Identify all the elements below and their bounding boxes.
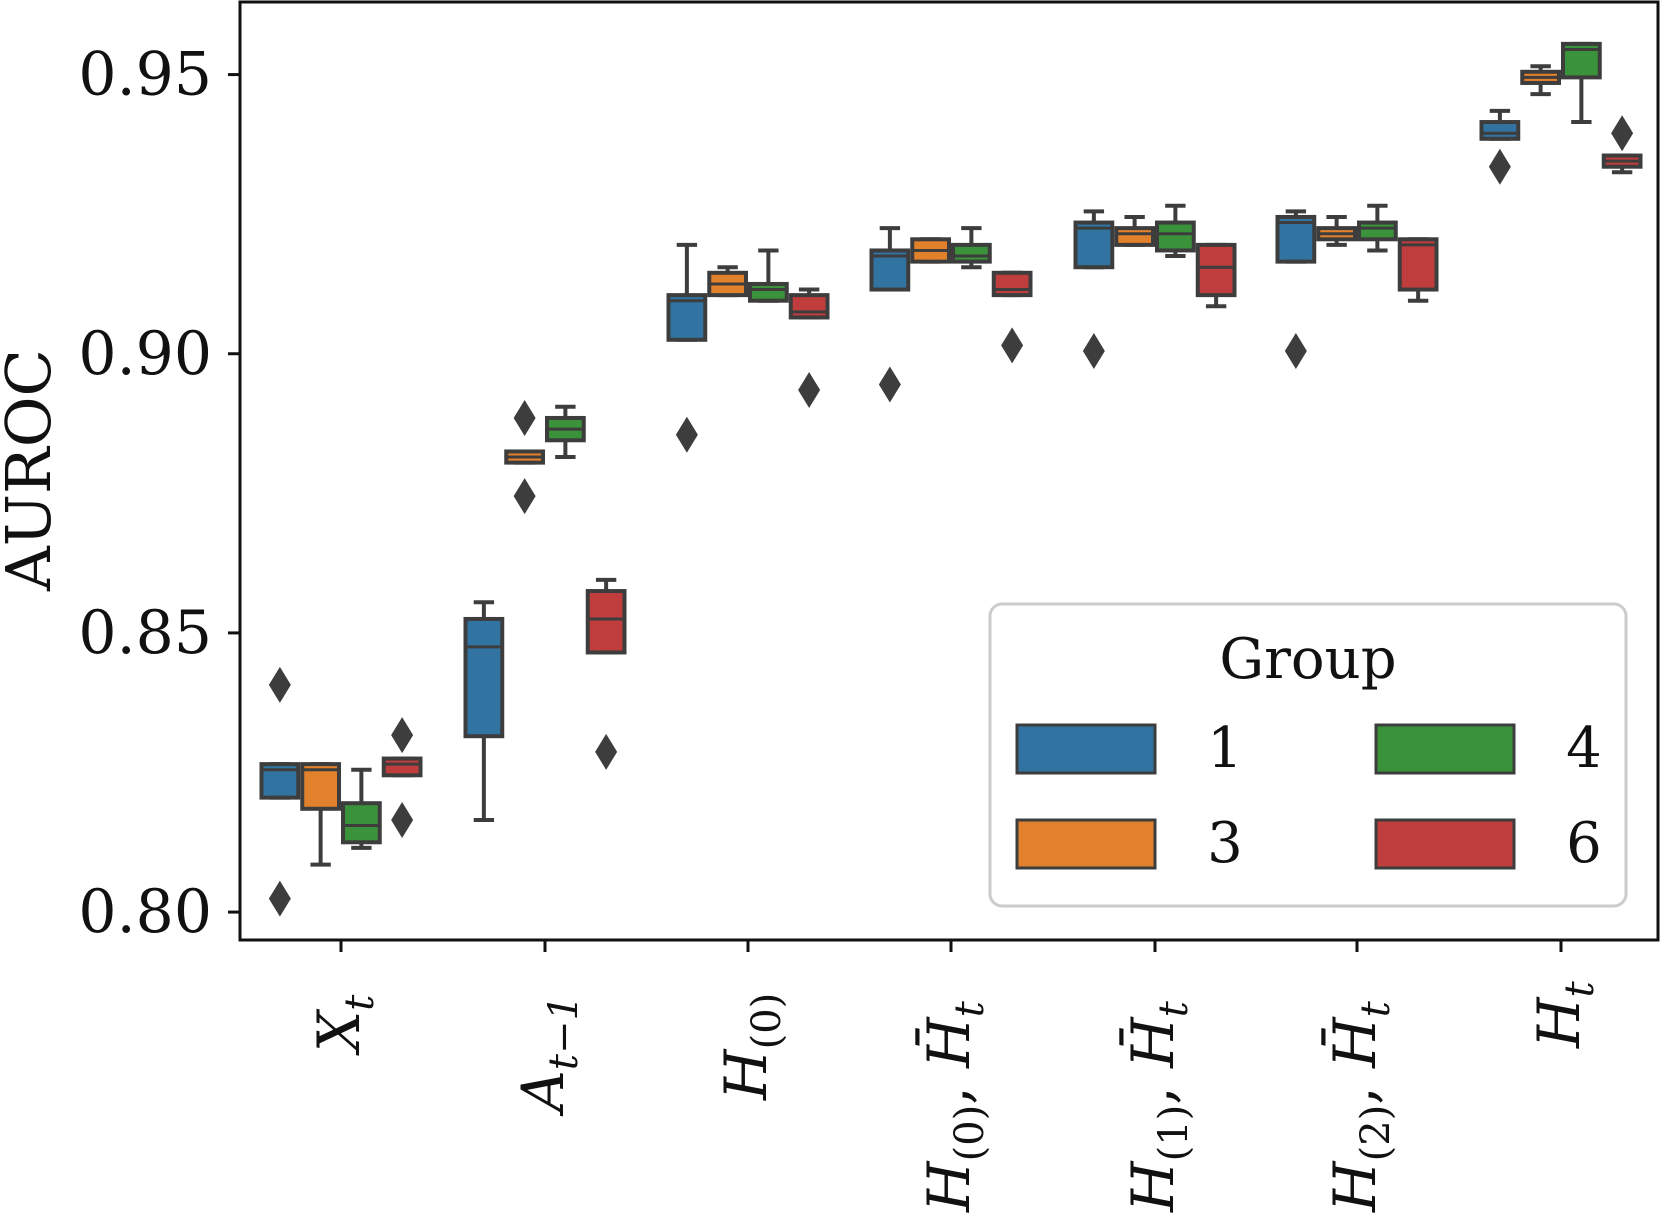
box xyxy=(381,756,423,778)
outlier-marker xyxy=(391,717,414,754)
legend-label: 1 xyxy=(1207,716,1243,781)
legend: Group 1 3 4 6 xyxy=(988,602,1628,908)
box xyxy=(1155,220,1196,253)
outlier-marker xyxy=(878,366,901,403)
legend-entry: 1 xyxy=(1015,716,1243,781)
y-tick-label: 0.90 xyxy=(78,319,212,389)
box xyxy=(1073,220,1115,270)
x-axis: Xt At−1 H(0) H(0), H̄t H(1), H̄t H(2), H… xyxy=(305,940,1603,1213)
box xyxy=(463,616,505,739)
series-6 xyxy=(381,115,1643,838)
box xyxy=(1479,120,1521,141)
box xyxy=(788,293,830,320)
outlier-marker xyxy=(268,666,291,703)
box xyxy=(1114,226,1155,247)
x-category-label: At−1 xyxy=(509,995,587,1117)
legend-swatch xyxy=(1015,723,1157,775)
legend-label: 6 xyxy=(1566,811,1602,876)
box xyxy=(951,242,992,264)
outlier-marker xyxy=(513,478,536,515)
legend-label: 4 xyxy=(1566,716,1602,781)
legend-title: Group xyxy=(1219,627,1396,692)
box xyxy=(1357,220,1398,242)
series-4 xyxy=(341,41,1602,850)
legend-entry: 6 xyxy=(1374,811,1602,876)
legend-entry: 4 xyxy=(1374,716,1602,781)
legend-entries: 1 3 4 6 xyxy=(1015,716,1602,876)
box xyxy=(300,762,341,811)
box xyxy=(1397,237,1439,292)
y-axis: 0.80 0.85 0.90 0.95 xyxy=(78,40,240,947)
box xyxy=(748,281,789,303)
legend-label: 3 xyxy=(1207,811,1243,876)
x-category-label: H(0), H̄t xyxy=(914,1000,993,1213)
y-tick-label: 0.85 xyxy=(78,598,212,668)
y-tick-label: 0.95 xyxy=(78,40,212,110)
legend-swatch xyxy=(1374,723,1516,775)
outlier-marker xyxy=(1284,332,1307,369)
y-axis-title: AUROC xyxy=(0,349,65,592)
legend-swatch xyxy=(1015,818,1157,870)
box xyxy=(585,589,627,655)
box-marks xyxy=(259,41,1643,917)
outlier-marker xyxy=(798,372,821,409)
legend-entry: 3 xyxy=(1015,811,1243,876)
x-category-label: Xt xyxy=(305,994,383,1056)
x-category-label: H(2), H̄t xyxy=(1320,1000,1399,1213)
box xyxy=(991,270,1033,298)
legend-swatch xyxy=(1374,818,1516,870)
x-category-label: H(0) xyxy=(712,993,790,1101)
box xyxy=(1195,242,1237,298)
outlier-marker xyxy=(1611,115,1634,152)
x-category-label: H(1), H̄t xyxy=(1118,1000,1197,1213)
outlier-marker xyxy=(675,416,698,453)
outlier-marker xyxy=(1082,332,1105,369)
box xyxy=(666,293,708,342)
box xyxy=(341,801,382,845)
outlier-marker xyxy=(595,733,618,770)
y-tick-label: 0.80 xyxy=(78,877,212,947)
outlier-marker xyxy=(391,801,414,838)
outlier-marker xyxy=(513,399,536,436)
series-3 xyxy=(300,64,1561,867)
series-1 xyxy=(259,108,1521,917)
outlier-marker xyxy=(268,880,291,917)
outlier-marker xyxy=(1488,148,1511,185)
outlier-marker xyxy=(1001,327,1024,364)
box xyxy=(1275,214,1317,264)
x-category-label: Ht xyxy=(1525,980,1603,1049)
plot-frame xyxy=(238,0,1660,942)
